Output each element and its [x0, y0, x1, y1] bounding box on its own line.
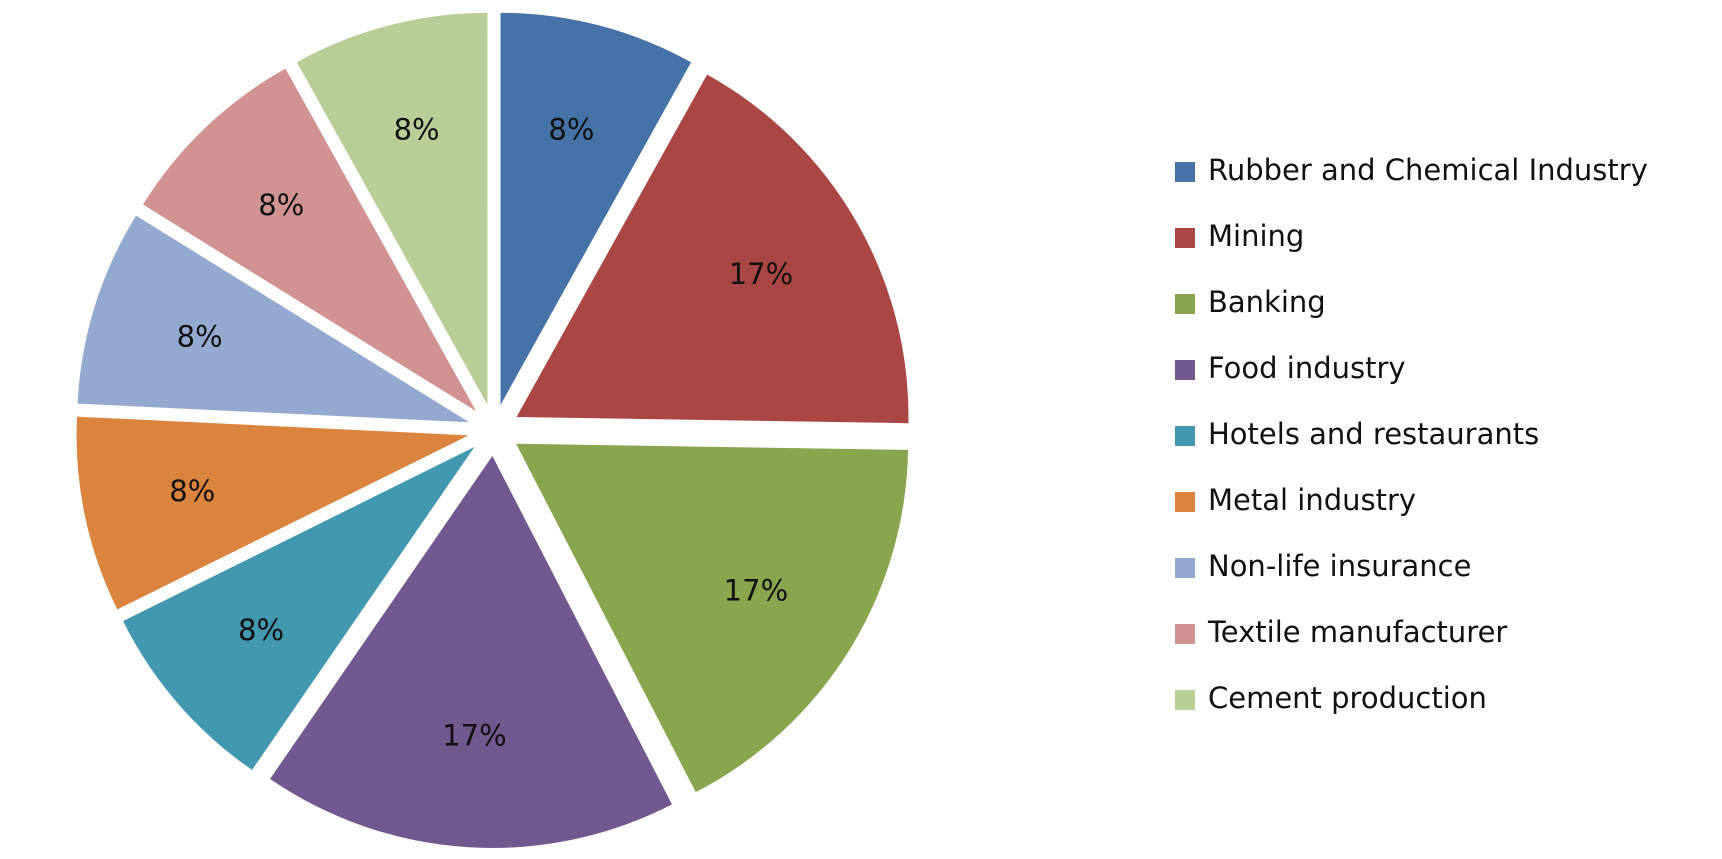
data-label: 17% — [442, 719, 506, 753]
pie-slice — [516, 74, 909, 424]
data-label: 17% — [729, 257, 793, 291]
legend-swatch — [1175, 624, 1195, 644]
legend-swatch — [1175, 360, 1195, 380]
legend-swatch — [1175, 228, 1195, 248]
legend-label: Food industry — [1208, 351, 1406, 385]
legend-label: Hotels and restaurants — [1208, 417, 1539, 451]
legend-label: Mining — [1208, 219, 1304, 253]
data-label: 8% — [548, 113, 594, 147]
data-label: 8% — [169, 474, 215, 508]
data-label: 8% — [238, 613, 284, 647]
legend-swatch — [1175, 426, 1195, 446]
data-label: 8% — [394, 113, 440, 147]
pie-slice — [296, 12, 488, 405]
legend-swatch — [1175, 558, 1195, 578]
pie-slice — [142, 68, 477, 412]
legend-swatch — [1175, 492, 1195, 512]
legend-label: Non-life insurance — [1208, 549, 1471, 583]
legend-label: Banking — [1208, 285, 1326, 319]
data-label: 8% — [177, 319, 223, 353]
pie-slice — [123, 447, 475, 770]
pie-slice — [76, 416, 469, 610]
pie-slice — [77, 215, 470, 423]
legend-label: Rubber and Chemical Industry — [1208, 153, 1648, 187]
data-label: 17% — [724, 574, 788, 608]
legend-swatch — [1175, 294, 1195, 314]
data-label: 8% — [258, 188, 304, 222]
pie-slice — [516, 443, 909, 793]
legend-label: Cement production — [1208, 681, 1487, 715]
legend-swatch — [1175, 690, 1195, 710]
legend-swatch — [1175, 162, 1195, 182]
pie-slice — [270, 455, 672, 848]
pie-slice — [500, 12, 692, 405]
legend-label: Textile manufacturer — [1207, 615, 1507, 649]
legend-label: Metal industry — [1208, 483, 1416, 517]
